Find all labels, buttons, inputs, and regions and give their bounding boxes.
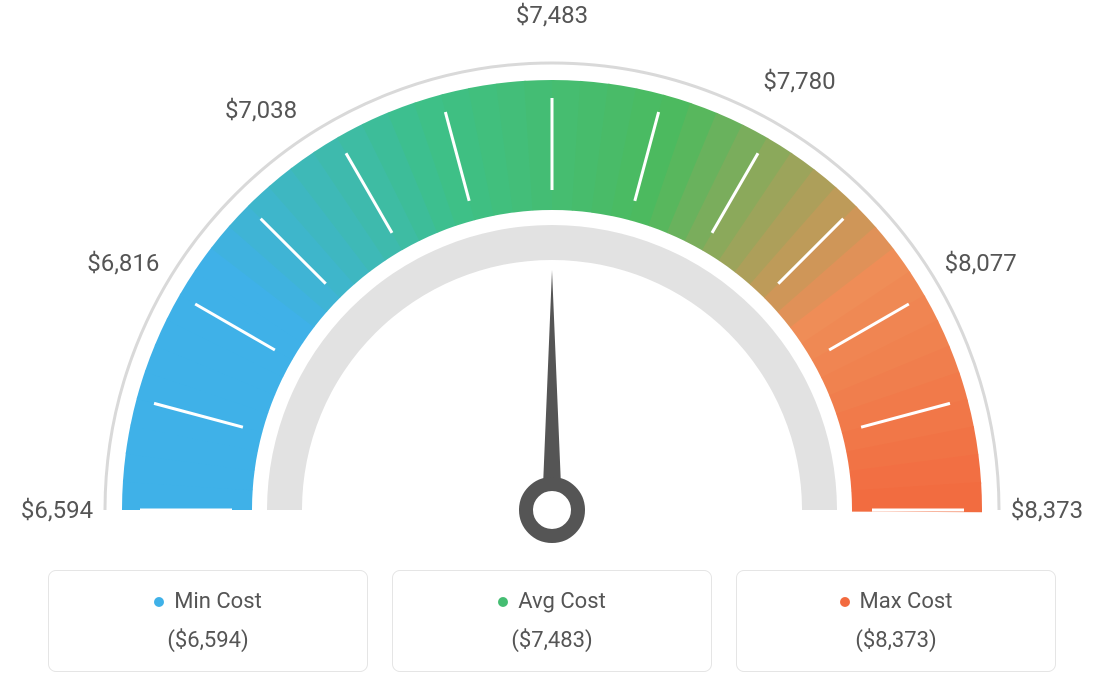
legend-card-min: Min Cost ($6,594) bbox=[48, 570, 368, 672]
legend-title-avg: Avg Cost bbox=[498, 589, 606, 614]
gauge-tick-label: $6,594 bbox=[21, 496, 93, 524]
legend-min-value: ($6,594) bbox=[49, 628, 367, 653]
legend-avg-label: Avg Cost bbox=[518, 589, 606, 614]
legend-row: Min Cost ($6,594) Avg Cost ($7,483) Max … bbox=[20, 570, 1084, 672]
cost-gauge: $6,594$6,816$7,038$7,483$7,780$8,077$8,3… bbox=[22, 20, 1082, 560]
legend-max-value: ($8,373) bbox=[737, 628, 1055, 653]
gauge-tick-label: $8,077 bbox=[945, 249, 1017, 277]
legend-max-label: Max Cost bbox=[860, 589, 953, 614]
gauge-tick-label: $7,038 bbox=[225, 96, 297, 124]
gauge-tick-label: $7,780 bbox=[763, 67, 835, 95]
legend-avg-value: ($7,483) bbox=[393, 628, 711, 653]
gauge-svg bbox=[22, 20, 1082, 560]
legend-card-max: Max Cost ($8,373) bbox=[736, 570, 1056, 672]
dot-icon bbox=[498, 597, 508, 607]
dot-icon bbox=[154, 597, 164, 607]
legend-title-min: Min Cost bbox=[154, 589, 262, 614]
dot-icon bbox=[840, 597, 850, 607]
gauge-tick-label: $6,816 bbox=[87, 249, 159, 277]
legend-card-avg: Avg Cost ($7,483) bbox=[392, 570, 712, 672]
gauge-tick-label: $7,483 bbox=[516, 1, 588, 29]
legend-min-label: Min Cost bbox=[174, 589, 262, 614]
legend-title-max: Max Cost bbox=[840, 589, 953, 614]
gauge-tick-label: $8,373 bbox=[1011, 496, 1083, 524]
